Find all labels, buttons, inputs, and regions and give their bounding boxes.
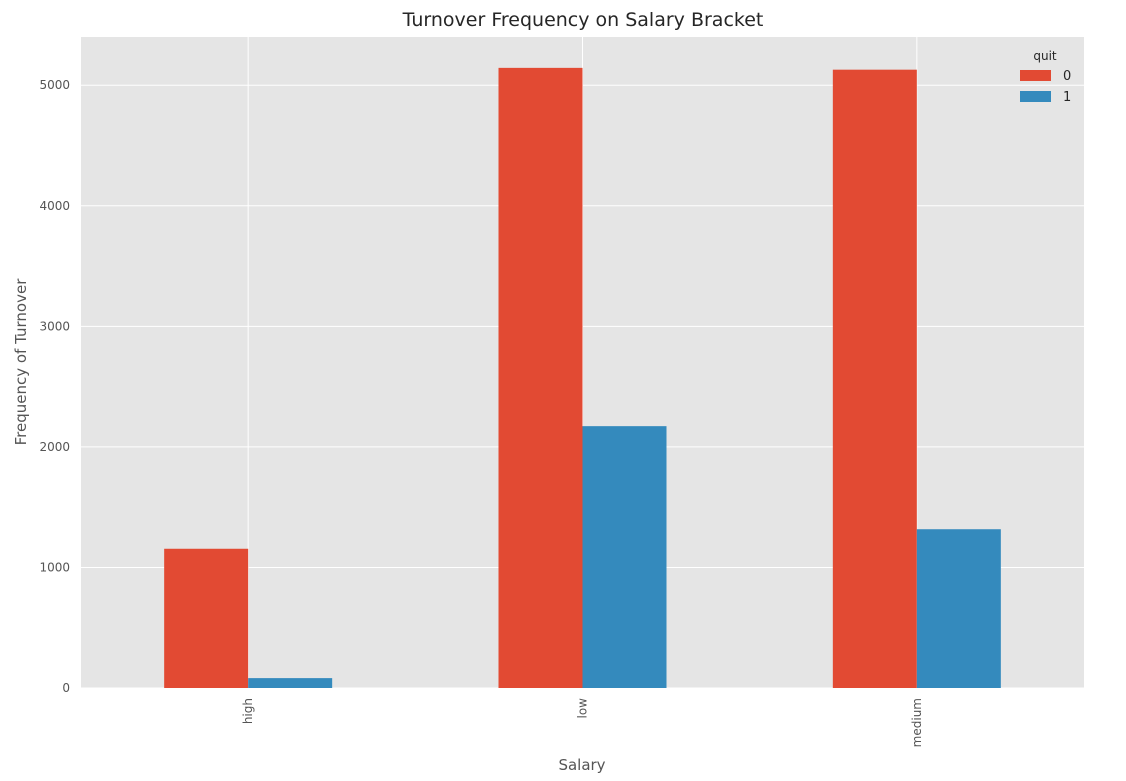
- legend-swatch: [1020, 91, 1051, 102]
- x-axis-ticks: high low medium: [241, 698, 924, 748]
- chart-title: Turnover Frequency on Salary Bracket: [402, 9, 764, 31]
- bar-low-quit-1: [582, 426, 667, 688]
- y-tick-label: 4000: [39, 199, 70, 213]
- y-tick-label: 5000: [39, 78, 70, 92]
- legend-label: 0: [1063, 69, 1071, 84]
- bar-medium-quit-1: [916, 529, 1001, 688]
- y-axis-label: Frequency of Turnover: [12, 278, 30, 446]
- x-tick-label: medium: [910, 698, 924, 747]
- x-tick-label: low: [576, 698, 590, 719]
- bar-low-quit-0: [498, 67, 583, 688]
- x-axis-label: Salary: [558, 756, 605, 774]
- legend-title: quit: [1033, 49, 1057, 63]
- bar-high-quit-1: [248, 678, 333, 688]
- legend: quit 0 1: [1020, 49, 1071, 105]
- bar-medium-quit-0: [832, 69, 917, 689]
- y-tick-label: 1000: [39, 560, 70, 574]
- bar-high-quit-0: [164, 548, 249, 688]
- y-tick-label: 3000: [39, 319, 70, 333]
- x-tick-label: high: [241, 698, 255, 724]
- y-tick-label: 2000: [39, 440, 70, 454]
- y-tick-label: 0: [62, 681, 70, 695]
- legend-swatch: [1020, 70, 1051, 81]
- bars: [164, 67, 1001, 689]
- legend-label: 1: [1063, 90, 1071, 105]
- y-axis-ticks: 0 1000 2000 3000 4000 5000: [39, 78, 70, 695]
